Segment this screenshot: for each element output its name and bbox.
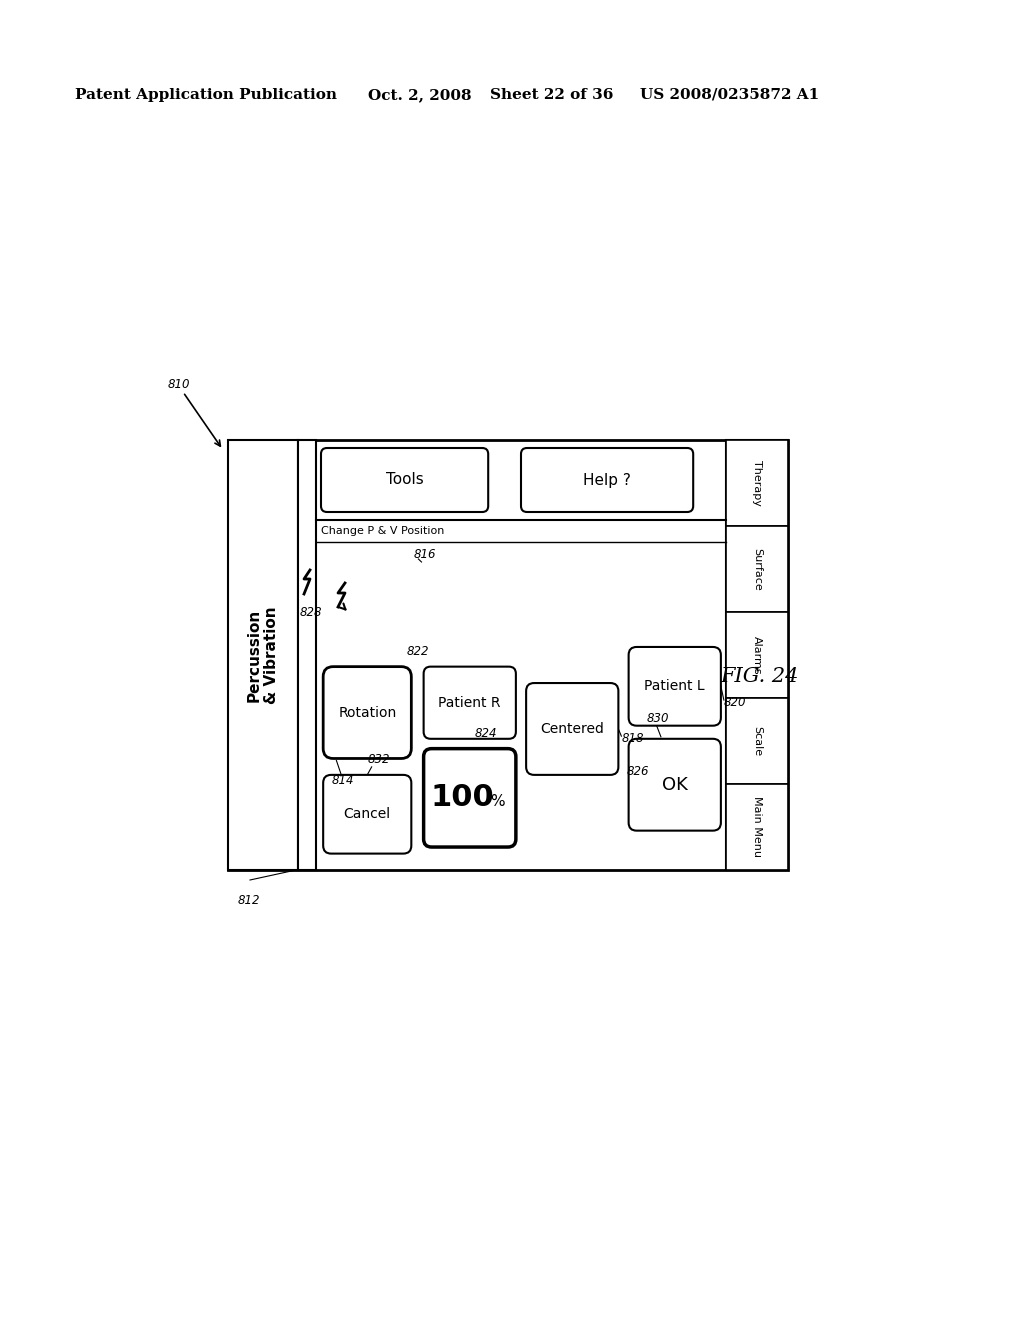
FancyBboxPatch shape xyxy=(321,447,488,512)
Text: Centered: Centered xyxy=(541,722,604,737)
Bar xyxy=(583,620,588,627)
Text: 816: 816 xyxy=(414,548,436,561)
Text: %: % xyxy=(490,795,505,809)
Text: Percussion
& Vibration: Percussion & Vibration xyxy=(247,606,280,704)
Bar xyxy=(726,440,788,870)
Text: Rotation: Rotation xyxy=(338,706,396,719)
Bar xyxy=(547,620,552,640)
Text: Main Menu: Main Menu xyxy=(752,796,762,858)
Text: 828: 828 xyxy=(300,606,323,619)
Text: 812: 812 xyxy=(238,894,260,907)
Text: Scale: Scale xyxy=(752,726,762,756)
Bar xyxy=(583,635,588,640)
FancyBboxPatch shape xyxy=(324,667,412,759)
Text: Surface: Surface xyxy=(752,548,762,590)
Bar xyxy=(726,698,788,784)
Text: 832: 832 xyxy=(368,754,390,767)
FancyBboxPatch shape xyxy=(629,647,721,726)
Text: Change P & V Position: Change P & V Position xyxy=(321,525,444,536)
Text: 100: 100 xyxy=(430,783,495,812)
Bar xyxy=(726,612,788,698)
Bar xyxy=(726,784,788,870)
FancyBboxPatch shape xyxy=(526,682,618,775)
Text: Oct. 2, 2008: Oct. 2, 2008 xyxy=(368,88,472,102)
Text: 814: 814 xyxy=(332,774,354,787)
Text: Patent Application Publication: Patent Application Publication xyxy=(75,88,337,102)
Text: 810: 810 xyxy=(168,379,190,392)
Text: 824: 824 xyxy=(474,727,497,741)
Text: US 2008/0235872 A1: US 2008/0235872 A1 xyxy=(640,88,819,102)
Bar xyxy=(228,440,298,870)
Bar xyxy=(726,440,788,525)
Bar xyxy=(298,440,316,870)
FancyBboxPatch shape xyxy=(424,667,516,739)
Text: FIG. 24: FIG. 24 xyxy=(720,667,799,686)
Polygon shape xyxy=(343,615,382,645)
Polygon shape xyxy=(445,616,483,644)
Text: 820: 820 xyxy=(724,696,746,709)
Text: 822: 822 xyxy=(407,645,429,659)
Text: 826: 826 xyxy=(627,766,649,777)
Text: OK: OK xyxy=(662,776,688,793)
Bar xyxy=(726,525,788,612)
FancyBboxPatch shape xyxy=(424,748,516,847)
Text: Tools: Tools xyxy=(386,473,424,487)
Polygon shape xyxy=(650,593,689,623)
FancyBboxPatch shape xyxy=(548,619,586,643)
Text: Patient L: Patient L xyxy=(644,680,706,693)
FancyBboxPatch shape xyxy=(521,447,693,512)
FancyBboxPatch shape xyxy=(629,739,721,830)
Bar xyxy=(228,440,788,870)
Text: 830: 830 xyxy=(647,713,670,725)
Text: Help ?: Help ? xyxy=(583,473,631,487)
Text: Sheet 22 of 36: Sheet 22 of 36 xyxy=(490,88,613,102)
FancyBboxPatch shape xyxy=(324,775,412,854)
Text: Cancel: Cancel xyxy=(344,808,391,821)
Text: Therapy: Therapy xyxy=(752,461,762,506)
Text: Patient R: Patient R xyxy=(438,696,501,710)
Text: 818: 818 xyxy=(622,731,644,744)
Text: Alarms: Alarms xyxy=(752,636,762,675)
